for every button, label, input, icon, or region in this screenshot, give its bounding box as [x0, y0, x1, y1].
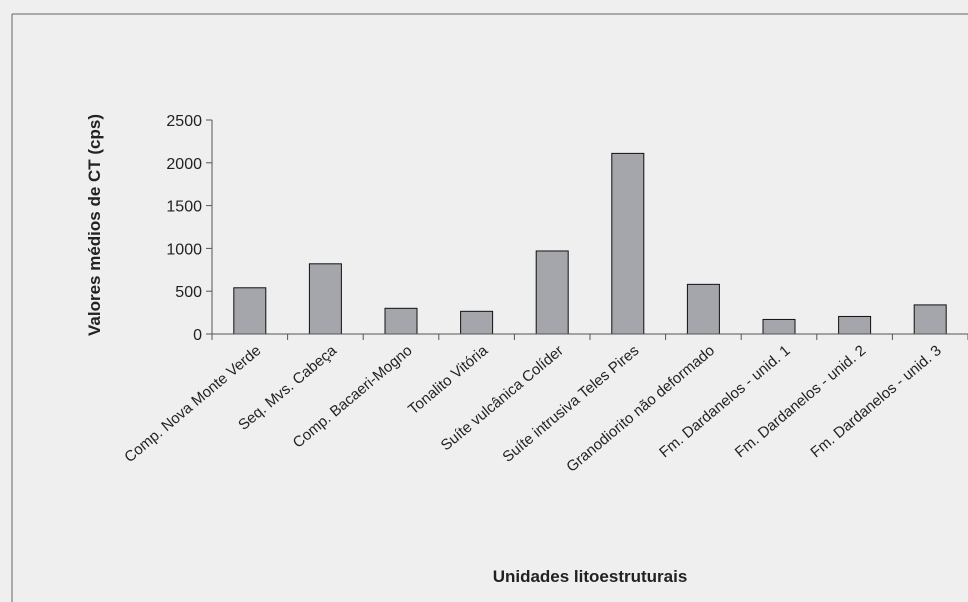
y-axis-ticks: 0 500 1000 1500 2000 2500 — [166, 113, 212, 344]
y-tick-label: 2000 — [166, 156, 202, 173]
y-tick-label: 0 — [193, 327, 202, 344]
axes-group — [211, 120, 968, 340]
category-label-10: Fm. Dardanelos - unid. 3 — [807, 342, 944, 461]
category-label-8: Fm. Dardanelos - unid. 1 — [656, 342, 793, 461]
bar-3 — [384, 307, 418, 335]
y-tick-label: 1000 — [166, 241, 202, 258]
category-label-9: Fm. Dardanelos - unid. 2 — [732, 342, 869, 461]
bar-4 — [460, 310, 494, 335]
bar-6 — [611, 152, 645, 335]
bar-10 — [913, 304, 947, 335]
bar-1 — [233, 287, 267, 335]
bar-9 — [838, 315, 872, 335]
bar-5 — [535, 250, 569, 335]
bar-7 — [686, 283, 720, 335]
y-tick-label: 2500 — [166, 113, 202, 130]
category-label-5: Suíte vulcânica Colíder — [438, 342, 567, 454]
x-axis-title: Unidades litoestruturais — [493, 567, 688, 586]
category-label-1: Comp. Nova Monte Verde — [121, 342, 264, 466]
y-tick-label: 1500 — [166, 199, 202, 216]
category-label-6: Suíte intrusiva Teles Pires — [499, 342, 642, 466]
y-tick-label: 500 — [175, 284, 202, 301]
bars-group — [233, 152, 947, 335]
bar-2 — [308, 263, 342, 335]
y-axis-title: Valores médios de CT (cps) — [85, 114, 104, 336]
category-label-7: Granodiorito não deformado — [563, 342, 718, 476]
bar-8 — [762, 318, 796, 335]
